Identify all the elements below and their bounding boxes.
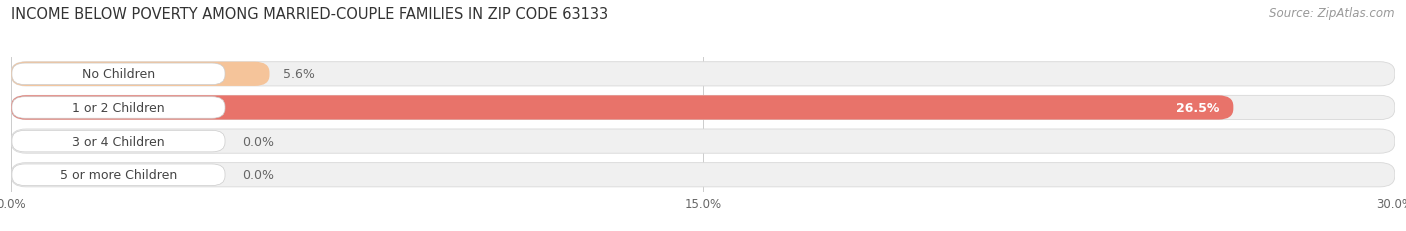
- Text: 26.5%: 26.5%: [1177, 101, 1219, 115]
- FancyBboxPatch shape: [11, 131, 225, 152]
- Text: 3 or 4 Children: 3 or 4 Children: [72, 135, 165, 148]
- Text: 0.0%: 0.0%: [242, 135, 274, 148]
- FancyBboxPatch shape: [11, 62, 1395, 87]
- Text: 5.6%: 5.6%: [284, 68, 315, 81]
- Text: INCOME BELOW POVERTY AMONG MARRIED-COUPLE FAMILIES IN ZIP CODE 63133: INCOME BELOW POVERTY AMONG MARRIED-COUPL…: [11, 7, 609, 22]
- Text: No Children: No Children: [82, 68, 155, 81]
- FancyBboxPatch shape: [11, 96, 1233, 120]
- FancyBboxPatch shape: [11, 163, 1395, 187]
- FancyBboxPatch shape: [11, 64, 225, 85]
- FancyBboxPatch shape: [11, 129, 1395, 154]
- FancyBboxPatch shape: [11, 97, 225, 119]
- Text: 5 or more Children: 5 or more Children: [60, 168, 177, 182]
- FancyBboxPatch shape: [11, 62, 270, 87]
- Text: 0.0%: 0.0%: [242, 168, 274, 182]
- FancyBboxPatch shape: [11, 96, 1395, 120]
- FancyBboxPatch shape: [11, 164, 225, 186]
- Text: Source: ZipAtlas.com: Source: ZipAtlas.com: [1270, 7, 1395, 20]
- Text: 1 or 2 Children: 1 or 2 Children: [72, 101, 165, 115]
